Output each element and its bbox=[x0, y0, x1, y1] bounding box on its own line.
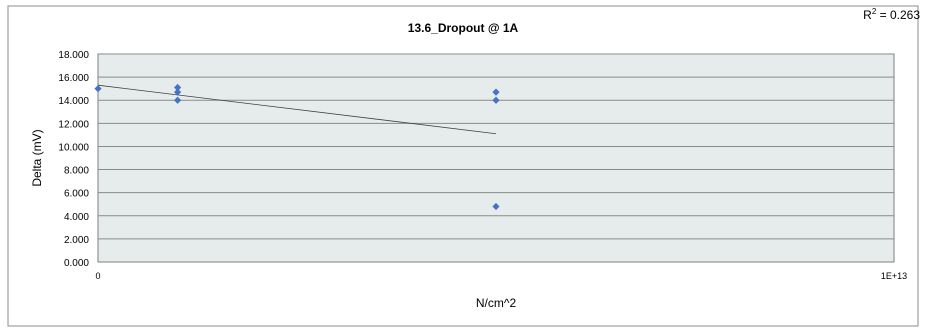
y-tick-label: 2.000 bbox=[64, 235, 89, 246]
gridlines bbox=[98, 53, 894, 240]
y-tick-label: 14.000 bbox=[58, 96, 89, 107]
data-point bbox=[492, 96, 500, 104]
trendline bbox=[97, 84, 497, 135]
y-tick-label: 18.000 bbox=[58, 50, 89, 61]
y-tick-label: 6.000 bbox=[64, 189, 89, 200]
r-squared-value: = 0.263 bbox=[876, 8, 920, 22]
y-axis-ticks: 0.000 2.000 4.000 6.000 8.000 10.000 12.000 14.… bbox=[58, 50, 89, 269]
plot-area bbox=[97, 53, 895, 263]
data-points bbox=[94, 83, 500, 211]
data-point bbox=[94, 85, 102, 93]
chart-title: 13.6_Dropout @ 1A bbox=[408, 21, 519, 35]
r-squared-exponent: 2 bbox=[871, 7, 877, 16]
data-point bbox=[492, 202, 500, 211]
data-point bbox=[492, 88, 500, 96]
y-tick-label: 0.000 bbox=[64, 258, 89, 269]
y-tick-label: 10.000 bbox=[58, 142, 89, 153]
r-squared-label: R2 = 0.263 bbox=[863, 7, 920, 23]
y-tick-label: 12.000 bbox=[58, 119, 89, 130]
x-axis-ticks: 0 1E+13 bbox=[95, 271, 907, 281]
x-tick-label: 0 bbox=[95, 271, 100, 281]
y-tick-label: 16.000 bbox=[58, 73, 89, 84]
y-axis-label: Delta (mV) bbox=[30, 129, 44, 186]
y-tick-label: 8.000 bbox=[64, 166, 89, 177]
x-axis-label: N/cm^2 bbox=[476, 296, 517, 310]
x-tick-label: 1E+13 bbox=[881, 271, 907, 281]
trendline-group bbox=[97, 84, 497, 135]
data-point bbox=[174, 83, 182, 92]
y-tick-label: 4.000 bbox=[64, 212, 89, 223]
data-point bbox=[174, 88, 182, 96]
data-point bbox=[174, 96, 182, 104]
r-squared-letter: R bbox=[863, 8, 872, 22]
